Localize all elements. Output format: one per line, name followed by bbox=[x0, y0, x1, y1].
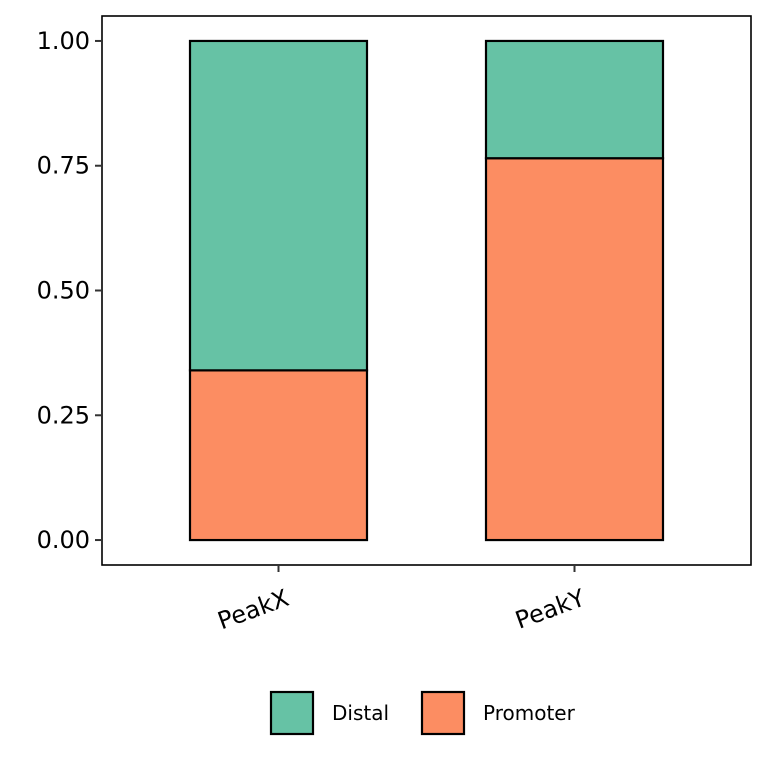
y-tick-label: 0.50 bbox=[37, 277, 90, 305]
legend: Distal Promoter bbox=[269, 690, 576, 736]
y-tick-label: 0.00 bbox=[37, 526, 90, 554]
x-tick-label-peakx: PeakX bbox=[214, 584, 293, 635]
bar-peaky-distal bbox=[484, 39, 665, 160]
x-tick-label-peaky: PeakY bbox=[512, 584, 589, 635]
bar-peaky-promoter bbox=[484, 157, 665, 542]
bar-peakx-promoter bbox=[188, 369, 369, 542]
x-axis: PeakX PeakY bbox=[214, 565, 589, 635]
legend-key-distal bbox=[269, 690, 315, 736]
legend-key-promoter bbox=[420, 690, 466, 736]
y-tick-label: 1.00 bbox=[37, 27, 90, 55]
bar-peakx-distal bbox=[188, 39, 369, 372]
y-tick-label: 0.25 bbox=[37, 401, 90, 429]
legend-label-promoter: Promoter bbox=[483, 701, 576, 725]
y-tick-label: 0.75 bbox=[37, 152, 90, 180]
legend-label-distal: Distal bbox=[332, 701, 389, 725]
bars-layer bbox=[188, 39, 665, 542]
y-axis: 0.00 0.25 0.50 0.75 1.00 bbox=[37, 27, 102, 554]
